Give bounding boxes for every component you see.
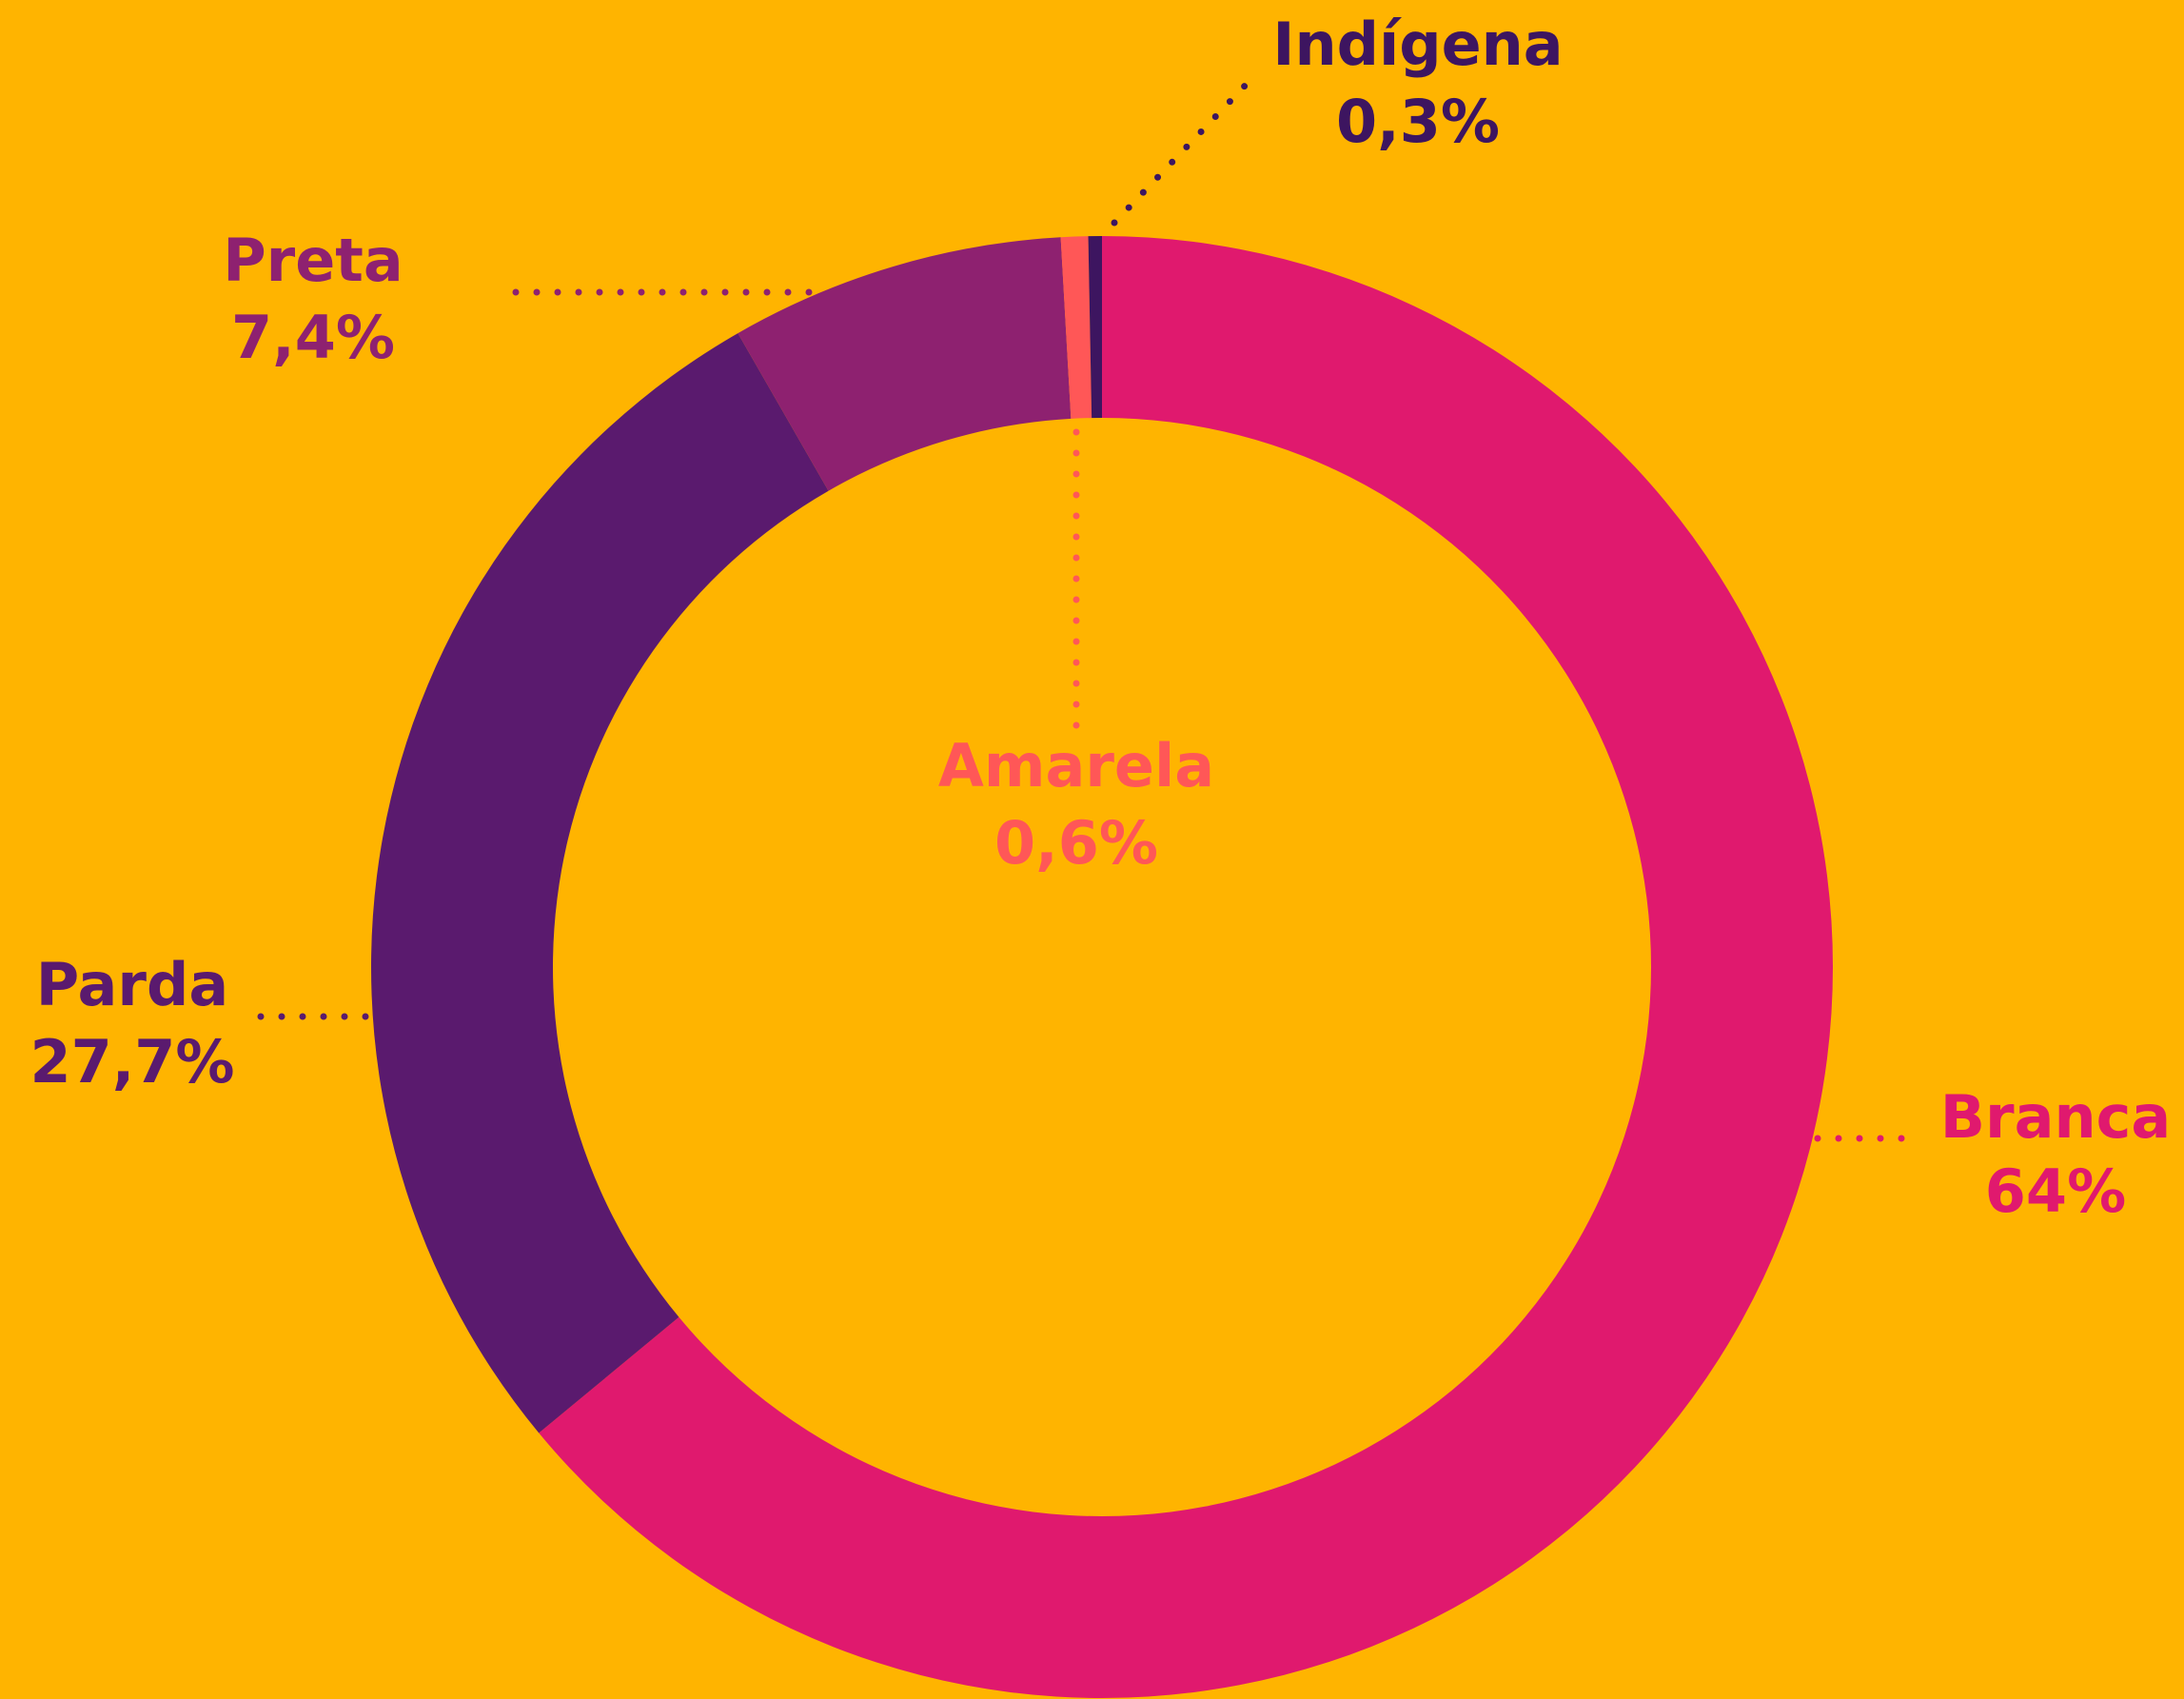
category-label: Indígena [1272, 10, 1563, 79]
value-label: 64% [1985, 1156, 2126, 1226]
category-label: Parda [36, 950, 228, 1019]
value-label: 7,4% [231, 303, 395, 372]
donut [371, 236, 1833, 1699]
donut-segment [738, 237, 1072, 491]
category-label: Branca [1940, 1082, 2171, 1152]
donut-segment [1088, 236, 1102, 419]
category-label: Preta [223, 226, 403, 295]
value-label: 27,7% [30, 1027, 234, 1096]
value-label: 0,6% [994, 808, 1158, 878]
value-label: 0,3% [1336, 87, 1500, 156]
donut-segment [1060, 236, 1092, 419]
donut-segment [371, 333, 829, 1433]
donut-segment [539, 236, 1833, 1699]
category-label: Amarela [938, 731, 1214, 800]
